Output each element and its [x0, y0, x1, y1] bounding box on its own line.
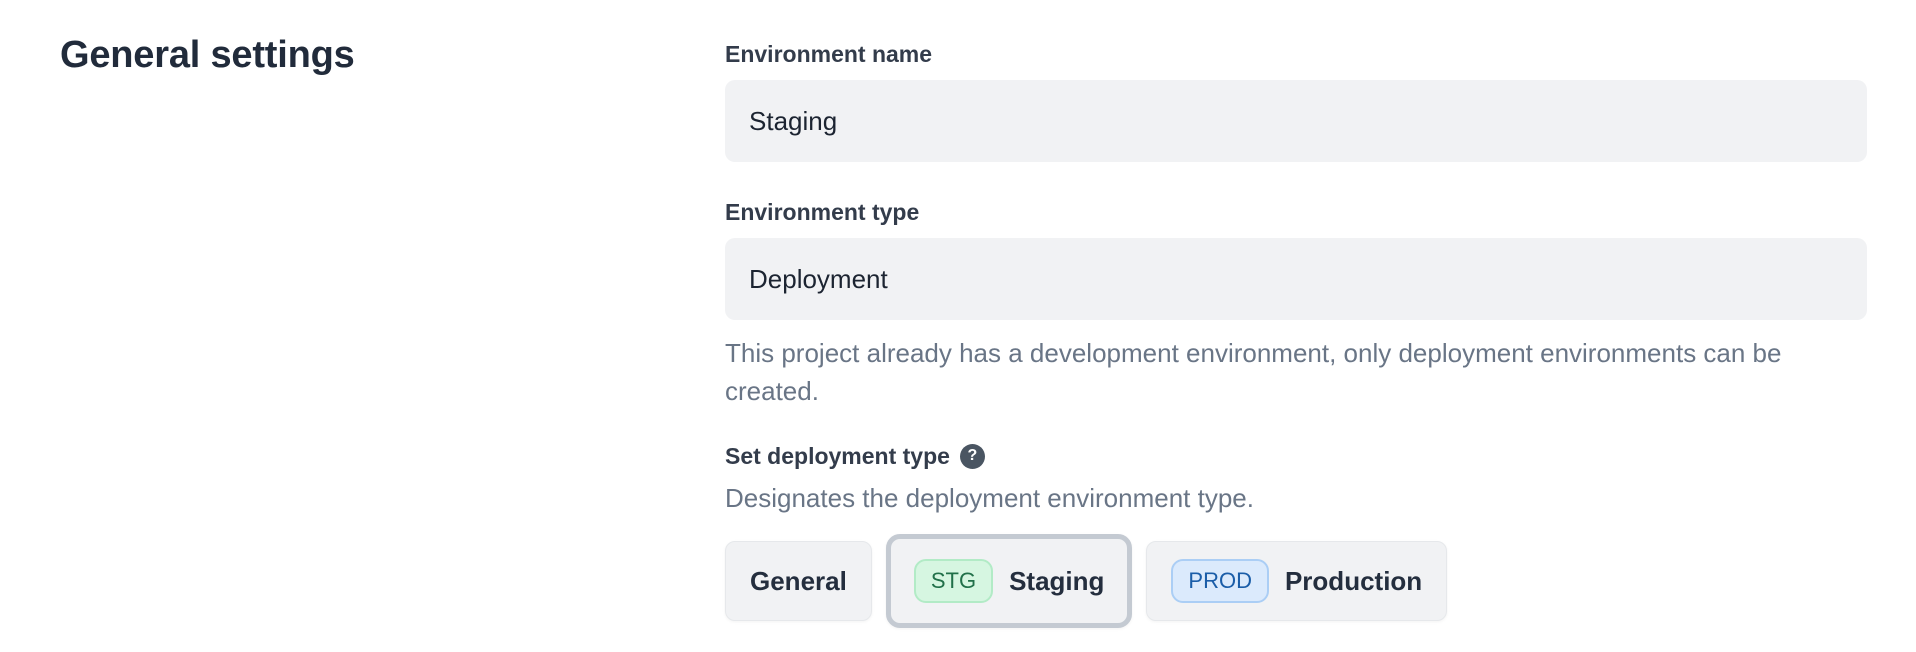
- environment-type-label: Environment type: [725, 199, 920, 225]
- deployment-type-option-production[interactable]: PROD Production: [1146, 541, 1448, 621]
- environment-name-input[interactable]: [725, 80, 1867, 162]
- deployment-type-option-production-label: Production: [1284, 565, 1423, 596]
- help-question-icon[interactable]: ?: [959, 443, 985, 469]
- environment-type-field: Environment type This project already ha…: [725, 198, 1871, 410]
- deployment-type-field: Set deployment type ? Designates the dep…: [725, 442, 1871, 628]
- settings-form: Environment name Environment type This p…: [725, 0, 1871, 652]
- deployment-type-option-staging[interactable]: STG Staging: [885, 534, 1133, 628]
- stg-badge: STG: [913, 559, 994, 603]
- environment-type-help-text: This project already has a development e…: [725, 338, 1782, 406]
- page-title: General settings: [60, 34, 355, 76]
- deployment-type-label: Set deployment type: [725, 443, 950, 469]
- deployment-type-option-general[interactable]: General: [725, 541, 872, 621]
- deployment-type-options: General STG Staging PROD Production: [725, 534, 1871, 628]
- environment-name-label: Environment name: [725, 41, 933, 67]
- deployment-type-option-staging-label: Staging: [1009, 565, 1105, 596]
- deployment-type-description: Designates the deployment environment ty…: [725, 483, 1254, 513]
- environment-type-input[interactable]: [725, 238, 1867, 320]
- deployment-type-label-row: Set deployment type ?: [725, 442, 1871, 470]
- settings-heading-column: General settings: [0, 0, 725, 652]
- deployment-type-option-general-label: General: [750, 565, 847, 596]
- environment-name-field: Environment name: [725, 40, 1871, 162]
- prod-badge: PROD: [1171, 559, 1269, 603]
